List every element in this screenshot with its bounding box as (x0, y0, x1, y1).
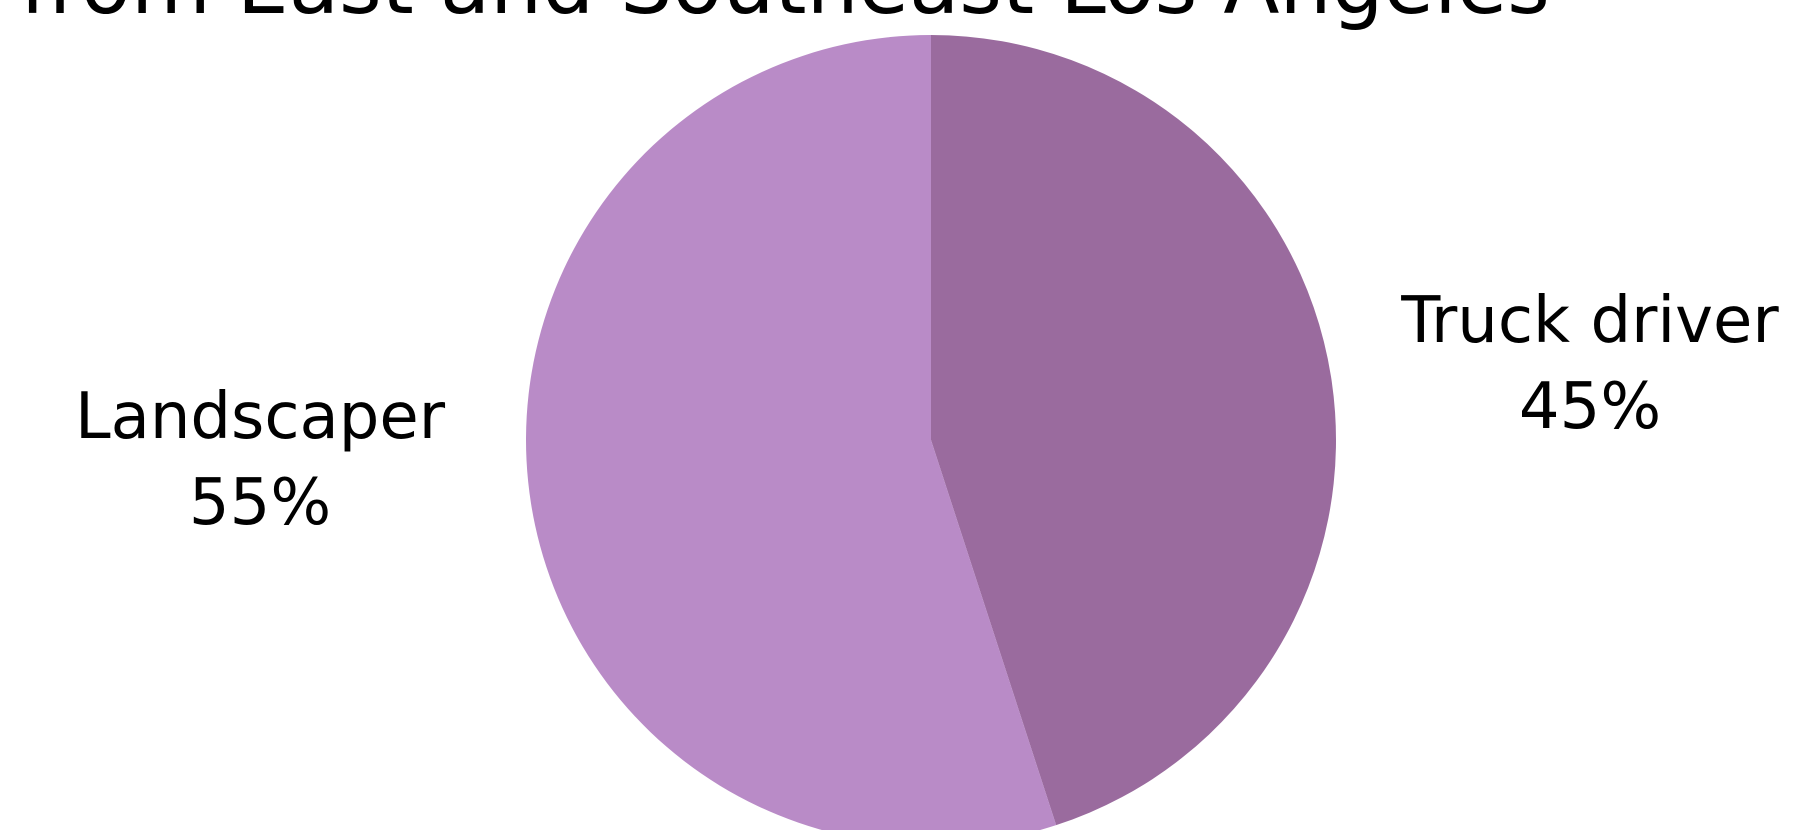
pie-slices (526, 34, 1337, 830)
slice-label-landscaper-percent: 55% (188, 466, 332, 540)
slice-label-truck-driver-name: Truck driver (1401, 284, 1779, 358)
chart-title: from East and Southeast Los Angeles (20, 0, 1802, 36)
slice-label-truck-driver: Truck driver 45% (1370, 278, 1802, 450)
slice-label-landscaper: Landscaper 55% (40, 374, 480, 546)
pie-slice-truck-driver (931, 34, 1337, 826)
slice-label-truck-driver-percent: 45% (1518, 370, 1662, 444)
slice-label-landscaper-name: Landscaper (74, 380, 446, 454)
pie-slice-landscaper (526, 35, 1057, 830)
